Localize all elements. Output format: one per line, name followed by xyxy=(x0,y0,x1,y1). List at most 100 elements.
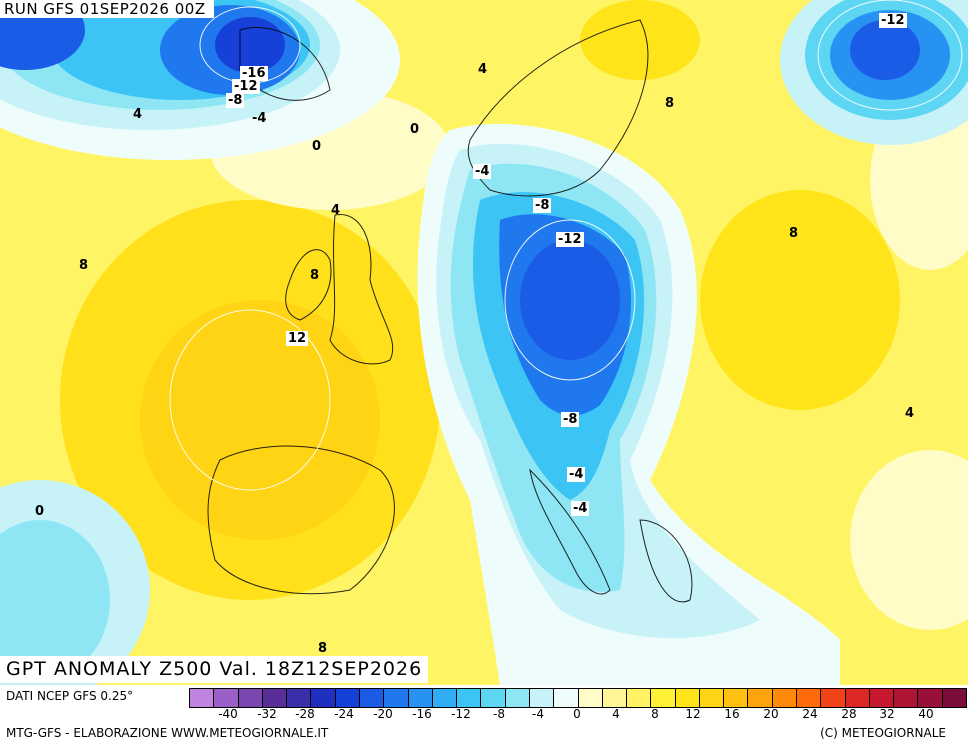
color-scale-bar xyxy=(189,688,967,708)
legend-tick-label: -8 xyxy=(493,707,505,721)
coast-scandinavia xyxy=(467,19,649,197)
contour-label: 0 xyxy=(312,139,322,154)
legend-swatch xyxy=(918,689,943,707)
legend-swatch xyxy=(578,689,603,707)
legend-swatch xyxy=(675,689,700,707)
positive-anomaly-russia xyxy=(700,190,900,410)
run-header: RUN GFS 01SEP2026 00Z xyxy=(0,0,214,18)
legend-tick-label: 40 xyxy=(918,707,934,721)
color-scale-ticks: -40 -32 -28 -24 -20 -16 -12 -8 -4 0 4 8 12 16 20 24 28 32… xyxy=(189,707,965,723)
legend-swatch xyxy=(651,689,676,707)
positive-anomaly-north xyxy=(580,0,700,80)
legend-swatch xyxy=(457,689,482,707)
contour-label: 8 xyxy=(318,641,328,656)
negative-anomaly-europe-core xyxy=(520,240,620,360)
contour-label: 8 xyxy=(665,96,675,111)
legend-tick-label: -4 xyxy=(532,707,544,721)
isolines xyxy=(169,0,963,491)
legend-tick-label: -40 xyxy=(218,707,238,721)
legend-tick-label: 4 xyxy=(612,707,620,721)
contour-label: 0 xyxy=(410,122,420,137)
contour-label: 4 xyxy=(133,107,143,122)
legend-swatch xyxy=(894,689,919,707)
legend-swatch xyxy=(627,689,652,707)
legend-swatch xyxy=(699,689,725,707)
neutral-zone-southeast xyxy=(850,450,968,630)
contour-label: 8 xyxy=(789,226,799,241)
legend-swatch xyxy=(335,689,360,707)
legend-swatch xyxy=(190,689,215,707)
contour-label: 8 xyxy=(79,258,89,273)
contour-label: 4 xyxy=(331,203,341,218)
legend-swatch xyxy=(311,689,336,707)
contour-label: -4 xyxy=(473,164,492,179)
legend-swatch xyxy=(869,689,895,707)
legend-swatch xyxy=(724,689,749,707)
coast-ireland xyxy=(285,249,332,321)
legend-tick-label: 32 xyxy=(879,707,895,721)
legend-swatch xyxy=(481,689,506,707)
contour-label: 4 xyxy=(478,62,488,77)
legend-swatch xyxy=(384,689,409,707)
contour-label: -4 xyxy=(567,467,586,482)
contour-label: -4 xyxy=(252,111,267,126)
legend-swatch xyxy=(214,689,239,707)
legend-swatch xyxy=(772,689,798,707)
contour-label: -8 xyxy=(561,412,580,427)
legend-swatch xyxy=(238,689,263,707)
legend-tick-label: -32 xyxy=(257,707,277,721)
legend-swatch xyxy=(432,689,458,707)
legend-swatch xyxy=(797,689,822,707)
contour-label: -12 xyxy=(556,232,584,247)
isoline-3 xyxy=(504,219,636,381)
negative-anomaly-sw-core xyxy=(0,520,110,680)
legend-tick-label: -24 xyxy=(334,707,354,721)
credit-right: (C) METEOGIORNALE xyxy=(820,726,946,740)
positive-anomaly-core xyxy=(140,300,380,540)
anomaly-map xyxy=(0,0,968,685)
contour-label: -8 xyxy=(226,93,245,108)
contour-label: -4 xyxy=(571,501,590,516)
legend-swatch xyxy=(408,689,433,707)
legend-swatch xyxy=(748,689,773,707)
contour-label: 8 xyxy=(310,268,320,283)
legend-tick-label: -12 xyxy=(451,707,471,721)
data-source: DATI NCEP GFS 0.25° xyxy=(6,689,134,703)
contour-label: 4 xyxy=(905,406,915,421)
legend-swatch xyxy=(505,689,530,707)
contour-label: -12 xyxy=(232,79,260,94)
legend-tick-label: 16 xyxy=(724,707,740,721)
isoline-4 xyxy=(169,309,331,491)
legend-swatch xyxy=(359,689,385,707)
legend-tick-label: 12 xyxy=(685,707,701,721)
map-title: GPT ANOMALY Z500 Val. 18Z12SEP2026 xyxy=(0,656,429,683)
legend-swatch xyxy=(287,689,312,707)
contour-label: 12 xyxy=(286,331,309,346)
negative-anomaly-atlantic-core xyxy=(215,17,285,73)
legend-swatch xyxy=(845,689,870,707)
credit-left: MTG-GFS - ELABORAZIONE WWW.METEOGIORNALE… xyxy=(6,726,329,740)
legend-tick-label: -28 xyxy=(295,707,315,721)
legend-swatch xyxy=(942,689,966,707)
contour-label: -8 xyxy=(533,198,552,213)
legend-tick-label: 24 xyxy=(802,707,818,721)
coast-italy xyxy=(529,468,611,595)
legend-swatch xyxy=(602,689,628,707)
contour-label: -16 xyxy=(240,66,268,81)
contour-label: -12 xyxy=(879,13,907,28)
isoline-2 xyxy=(817,0,963,111)
legend-swatch xyxy=(554,689,579,707)
coastlines xyxy=(207,19,693,603)
legend-swatch xyxy=(529,689,555,707)
legend-tick-label: 0 xyxy=(573,707,581,721)
negative-anomaly-ne-core xyxy=(850,20,920,80)
contour-label: 0 xyxy=(35,504,45,519)
legend-swatch xyxy=(821,689,846,707)
legend-swatch xyxy=(262,689,288,707)
legend-tick-label: -16 xyxy=(412,707,432,721)
legend-tick-label: -20 xyxy=(373,707,393,721)
legend-tick-label: 20 xyxy=(763,707,779,721)
coast-britain xyxy=(329,214,394,365)
legend-tick-label: 28 xyxy=(841,707,857,721)
